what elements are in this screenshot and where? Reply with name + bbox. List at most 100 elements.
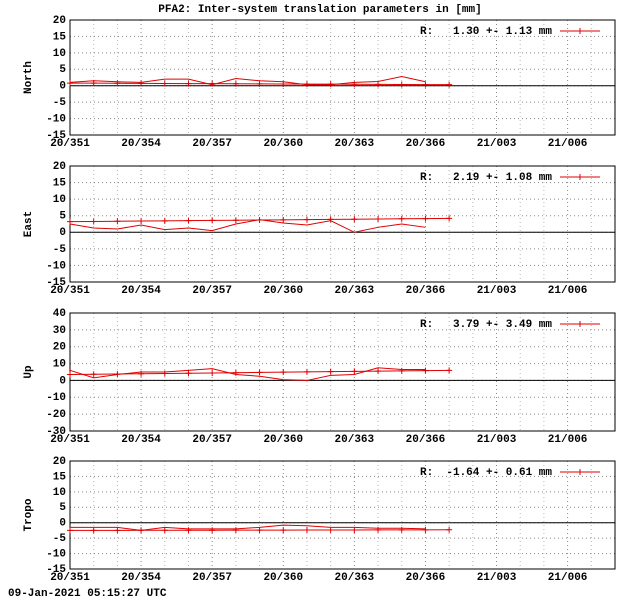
- point-marker: [398, 215, 405, 222]
- x-tick-label: 20/357: [192, 572, 232, 584]
- y-axis-label: Up: [23, 365, 35, 379]
- y-tick-label: 10: [53, 358, 66, 370]
- point-marker: [90, 371, 97, 378]
- point-marker: [303, 368, 310, 375]
- x-tick-label: 20/351: [50, 572, 90, 584]
- x-tick-label: 20/363: [335, 285, 375, 297]
- panel: -30 -20 -10 0 10 20 30 40 20/351 20/354 20/357 20/3…: [23, 308, 616, 446]
- point-marker: [161, 217, 168, 224]
- point-marker: [422, 215, 429, 222]
- x-tick-label: 21/006: [548, 572, 588, 584]
- y-axis-label: East: [23, 211, 35, 237]
- y-tick-label: -10: [46, 392, 66, 404]
- point-marker: [114, 218, 121, 225]
- point-marker: [90, 218, 97, 225]
- x-tick-label: 21/006: [548, 138, 588, 150]
- x-tick-label: 21/006: [548, 434, 588, 446]
- point-marker: [398, 526, 405, 533]
- y-tick-label: 15: [53, 31, 67, 43]
- point-marker: [375, 526, 382, 533]
- point-marker: [67, 80, 73, 87]
- point-marker: [375, 215, 382, 222]
- y-axis-label: Tropo: [23, 498, 35, 531]
- panel: -15 -10 -5 0 5 10 15 20 20/351 20/354 20/357 20/360…: [23, 15, 616, 150]
- x-tick-label: 20/366: [406, 285, 446, 297]
- point-marker: [209, 527, 216, 534]
- y-tick-label: 20: [53, 342, 66, 354]
- legend-label: R: 3.79 +- 3.49 mm: [420, 319, 552, 331]
- point-marker: [351, 368, 358, 375]
- y-tick-label: 10: [53, 194, 66, 206]
- point-marker: [114, 80, 121, 87]
- point-marker: [138, 218, 145, 225]
- y-tick-label: -20: [46, 409, 66, 421]
- x-tick-label: 20/366: [406, 138, 446, 150]
- point-marker: [446, 367, 453, 374]
- point-marker: [185, 80, 192, 87]
- x-tick-label: 20/363: [335, 434, 375, 446]
- legend-label: R: 2.19 +- 1.08 mm: [420, 172, 552, 184]
- x-tick-label: 20/366: [406, 434, 446, 446]
- point-marker: [446, 81, 453, 88]
- point-marker: [327, 368, 334, 375]
- point-marker: [185, 527, 192, 534]
- y-tick-label: 5: [59, 64, 66, 76]
- y-tick-label: -15: [46, 130, 66, 142]
- x-tick-label: 21/006: [548, 285, 588, 297]
- point-marker: [303, 81, 310, 88]
- legend-label: R: -1.64 +- 0.61 mm: [420, 467, 552, 479]
- x-tick-label: 21/003: [477, 285, 517, 297]
- y-tick-label: -5: [53, 533, 67, 545]
- point-marker: [209, 217, 216, 224]
- x-tick-label: 20/351: [50, 138, 90, 150]
- x-tick-label: 20/363: [335, 138, 375, 150]
- y-tick-label: -5: [53, 244, 67, 256]
- point-marker: [209, 80, 216, 87]
- x-tick-label: 20/366: [406, 572, 446, 584]
- y-tick-label: -10: [46, 113, 66, 125]
- point-marker: [327, 81, 334, 88]
- point-marker: [232, 217, 239, 224]
- series-line: [69, 219, 426, 233]
- point-marker: [138, 370, 145, 377]
- x-tick-label: 20/351: [50, 434, 90, 446]
- x-tick-label: 20/354: [121, 138, 161, 150]
- point-marker: [446, 215, 453, 222]
- point-marker: [232, 369, 239, 376]
- point-marker: [138, 527, 145, 534]
- x-tick-label: 20/354: [121, 572, 161, 584]
- point-marker: [351, 526, 358, 533]
- point-marker: [185, 370, 192, 377]
- x-tick-label: 20/357: [192, 138, 232, 150]
- point-marker: [232, 80, 239, 87]
- x-tick-label: 20/354: [121, 434, 161, 446]
- point-marker: [422, 81, 429, 88]
- y-tick-label: 0: [59, 375, 66, 387]
- y-tick-label: 20: [53, 456, 66, 468]
- y-tick-label: 0: [59, 518, 66, 530]
- plot-frame: [69, 460, 616, 570]
- x-tick-label: 20/351: [50, 285, 90, 297]
- y-tick-label: 20: [53, 161, 66, 173]
- page-title: PFA2: Inter-system translation parameter…: [158, 4, 481, 16]
- point-marker: [256, 527, 263, 534]
- legend-label: R: 1.30 +- 1.13 mm: [420, 26, 552, 38]
- x-tick-label: 20/360: [263, 138, 303, 150]
- series-line: [70, 524, 426, 531]
- y-tick-label: -15: [46, 277, 66, 289]
- point-marker: [327, 216, 334, 223]
- point-marker: [90, 527, 97, 534]
- x-tick-label: 21/003: [477, 572, 517, 584]
- y-tick-label: 15: [53, 471, 67, 483]
- point-marker: [280, 527, 287, 534]
- y-axis-label: North: [23, 61, 35, 94]
- x-tick-label: 20/354: [121, 285, 161, 297]
- panel: -15 -10 -5 0 5 10 15 20 20/351 20/354 20/357 20/360…: [23, 456, 616, 584]
- point-marker: [303, 216, 310, 223]
- point-marker: [351, 81, 358, 88]
- point-marker: [422, 367, 429, 374]
- point-marker: [185, 217, 192, 224]
- y-tick-label: 0: [59, 81, 66, 93]
- y-tick-label: -30: [46, 426, 66, 438]
